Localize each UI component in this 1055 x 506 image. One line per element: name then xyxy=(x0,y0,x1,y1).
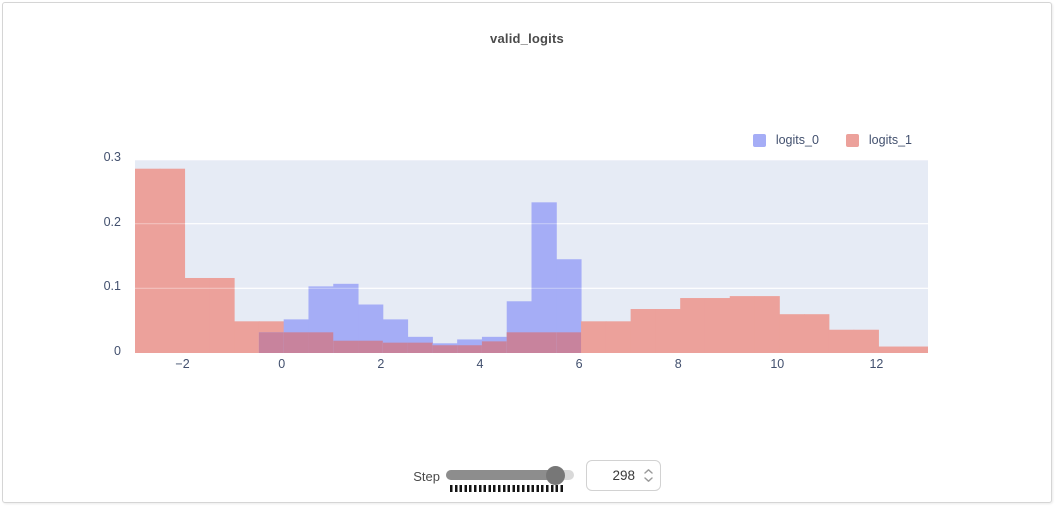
stepper-up-icon[interactable] xyxy=(644,469,653,474)
histogram-bar xyxy=(184,277,210,353)
histogram-bar xyxy=(630,309,656,353)
x-tick-label: 6 xyxy=(575,357,583,371)
x-tick-label: 0 xyxy=(278,357,286,371)
histogram-bar xyxy=(283,332,309,353)
histogram-bar xyxy=(135,168,161,353)
x-tick-label: 2 xyxy=(377,357,385,371)
histogram-bar xyxy=(655,309,681,353)
histogram-bar xyxy=(878,346,904,353)
histogram-bar xyxy=(704,298,731,353)
histogram-bar xyxy=(333,340,359,353)
step-slider-ticks xyxy=(450,485,565,492)
histogram-bar xyxy=(234,321,260,353)
legend-label: logits_0 xyxy=(775,133,819,147)
histogram-bar xyxy=(605,321,632,353)
histogram-bar xyxy=(903,346,928,353)
y-tick-label: 0.1 xyxy=(103,279,121,294)
step-slider[interactable] xyxy=(446,466,574,485)
y-tick-label: 0 xyxy=(114,344,121,358)
plot-area xyxy=(135,159,928,353)
histogram-bar xyxy=(729,296,756,353)
histogram-bar xyxy=(407,342,433,353)
histogram-bar xyxy=(432,345,458,353)
histogram-bar xyxy=(754,296,780,353)
step-slider-thumb[interactable] xyxy=(546,466,565,485)
histogram-bar xyxy=(531,332,557,353)
step-input-box xyxy=(586,460,661,491)
histogram-bar xyxy=(531,202,557,353)
histogram-bar xyxy=(506,332,532,353)
legend-swatch xyxy=(845,133,859,147)
x-tick-label: 4 xyxy=(476,357,484,371)
histogram-bar xyxy=(358,340,384,353)
legend-swatch xyxy=(752,133,766,147)
step-spinner xyxy=(644,469,653,482)
histogram-bar xyxy=(457,345,483,353)
y-tick-label: 0.2 xyxy=(103,214,121,229)
histogram-bar xyxy=(680,298,706,353)
legend-item-logits_0[interactable]: logits_0 xyxy=(752,133,819,147)
x-tick-label: −2 xyxy=(175,357,190,371)
x-tick-label: 12 xyxy=(869,357,884,371)
histogram-bar xyxy=(308,332,334,353)
legend-label: logits_1 xyxy=(868,133,912,147)
histogram-bar xyxy=(209,277,235,353)
histogram-bar xyxy=(828,329,855,353)
histogram-bar xyxy=(382,342,409,353)
histogram-svg xyxy=(135,159,928,353)
step-label: Step xyxy=(413,469,440,484)
histogram-bar xyxy=(159,168,186,353)
step-slider-fill xyxy=(446,470,560,480)
histogram-bar xyxy=(581,321,607,353)
x-tick-label: 8 xyxy=(674,357,682,371)
stepper-down-icon[interactable] xyxy=(644,477,653,482)
step-input[interactable] xyxy=(593,468,635,483)
histogram-bar xyxy=(556,332,582,353)
legend-item-logits_1[interactable]: logits_1 xyxy=(845,133,912,147)
legend: logits_0 logits_1 xyxy=(752,133,912,147)
histogram-bar xyxy=(853,329,879,353)
histogram-bar xyxy=(804,314,830,353)
x-tick-label: 10 xyxy=(770,357,785,371)
y-tick-label: 0.3 xyxy=(103,150,121,164)
chart-title: valid_logits xyxy=(490,31,564,46)
histogram-bar xyxy=(258,332,285,353)
histogram-bar xyxy=(779,314,805,353)
histogram-bar xyxy=(481,341,508,353)
